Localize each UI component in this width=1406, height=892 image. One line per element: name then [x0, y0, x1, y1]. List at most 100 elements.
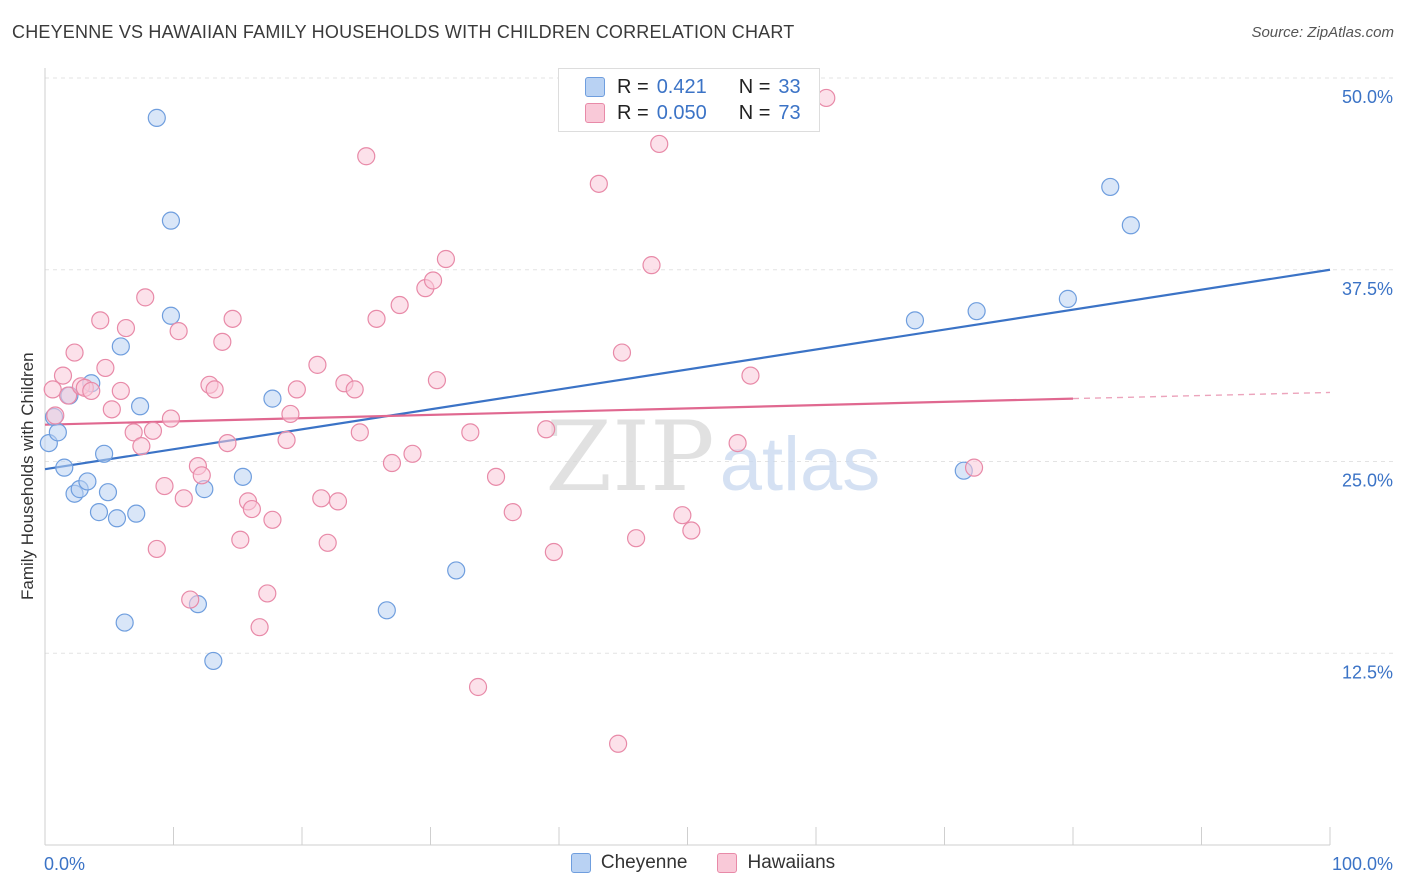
source-credit: Source: ZipAtlas.com	[1251, 24, 1394, 41]
point-hawaiians	[281, 404, 300, 424]
point-cheyenne	[147, 108, 166, 127]
point-hawaiians	[589, 174, 608, 193]
point-hawaiians	[174, 489, 193, 508]
point-hawaiians	[609, 734, 628, 753]
legend-n-value: 73	[778, 101, 801, 124]
point-cheyenne	[447, 561, 466, 580]
x-tick-label-min: 0.0%	[44, 854, 85, 874]
point-hawaiians	[308, 355, 327, 374]
point-cheyenne	[905, 311, 925, 330]
series-name-cheyenne: Cheyenne	[600, 852, 688, 873]
trend-line-cheyenne	[44, 268, 1331, 471]
point-hawaiians	[468, 677, 488, 697]
point-cheyenne	[130, 397, 150, 416]
legend-row-cheyenne: R = 0.421 N = 33	[585, 74, 801, 100]
legend-r-value: 0.421	[656, 75, 707, 98]
point-hawaiians	[382, 453, 402, 473]
point-hawaiians	[124, 423, 143, 442]
point-cheyenne	[161, 211, 181, 230]
point-hawaiians	[218, 433, 237, 453]
point-hawaiians	[53, 366, 73, 385]
point-hawaiians	[116, 318, 136, 338]
point-hawaiians	[59, 386, 78, 405]
trend-line-extension-hawaiians	[1072, 391, 1331, 400]
point-hawaiians	[403, 444, 422, 463]
point-hawaiians	[155, 476, 174, 496]
point-hawaiians	[318, 533, 337, 552]
point-hawaiians	[143, 421, 163, 440]
stats-legend: R = 0.421 N = 33 R = 0.050 N = 73	[558, 68, 820, 132]
point-cheyenne	[204, 651, 223, 671]
point-hawaiians	[213, 332, 232, 351]
legend-r-label: R =	[617, 101, 649, 124]
y-tick-label: 12.5%	[1342, 662, 1393, 682]
point-hawaiians	[250, 618, 269, 637]
point-hawaiians	[169, 322, 188, 341]
point-hawaiians	[427, 371, 447, 390]
point-hawaiians	[728, 433, 747, 453]
point-hawaiians	[132, 437, 151, 456]
series-swatch-hawaiians	[717, 853, 738, 873]
point-cheyenne	[1058, 289, 1077, 308]
point-hawaiians	[287, 380, 306, 399]
point-hawaiians	[461, 423, 480, 442]
legend-r-value: 0.050	[656, 101, 707, 124]
legend-row-hawaiians: R = 0.050 N = 73	[585, 100, 801, 126]
point-cheyenne	[263, 389, 282, 408]
legend-n-label: N =	[738, 101, 771, 124]
point-hawaiians	[258, 584, 277, 603]
point-hawaiians	[612, 343, 632, 362]
point-cheyenne	[111, 337, 130, 356]
point-hawaiians	[682, 521, 701, 540]
watermark-zip: ZIP	[545, 401, 714, 513]
point-hawaiians	[181, 590, 200, 609]
point-hawaiians	[367, 309, 386, 328]
legend-swatch-hawaiians	[585, 103, 605, 123]
point-hawaiians	[357, 147, 376, 166]
point-hawaiians	[161, 409, 181, 428]
grid-lines	[45, 77, 1395, 654]
y-axis-label: Family Households with Children	[18, 352, 37, 600]
point-hawaiians	[231, 530, 250, 549]
point-hawaiians	[741, 366, 760, 385]
point-cheyenne	[967, 302, 986, 321]
point-hawaiians	[345, 380, 364, 399]
point-cheyenne	[89, 503, 109, 522]
series-swatch-cheyenne	[570, 853, 591, 873]
point-hawaiians	[964, 458, 984, 477]
series-name-hawaiians: Hawaiians	[747, 852, 836, 873]
series-legend: Cheyenne Hawaiians	[0, 852, 1406, 874]
point-hawaiians	[147, 539, 166, 559]
point-hawaiians	[82, 381, 101, 401]
point-hawaiians	[263, 510, 282, 529]
point-cheyenne	[98, 483, 118, 502]
y-tick-label: 37.5%	[1342, 279, 1393, 299]
point-cheyenne	[1101, 177, 1120, 197]
point-hawaiians	[312, 489, 331, 508]
point-cheyenne	[55, 458, 74, 477]
point-hawaiians	[817, 88, 836, 108]
point-hawaiians	[242, 499, 261, 519]
point-hawaiians	[46, 406, 65, 425]
point-cheyenne	[161, 306, 181, 325]
point-hawaiians	[223, 309, 242, 328]
point-hawaiians	[650, 134, 669, 154]
tick-labels: 12.5% 25.0% 37.5% 50.0% 0.0% 100.0%	[44, 87, 1393, 874]
point-hawaiians	[673, 506, 692, 525]
legend-n-value: 33	[778, 75, 801, 98]
point-hawaiians	[350, 423, 369, 442]
point-hawaiians	[328, 492, 348, 511]
point-hawaiians	[111, 381, 130, 401]
point-hawaiians	[626, 529, 646, 548]
point-hawaiians	[136, 288, 155, 307]
series-legend-hawaiians[interactable]: Hawaiians	[717, 852, 835, 874]
legend-r-label: R =	[617, 75, 649, 98]
point-hawaiians	[423, 271, 443, 290]
series-legend-cheyenne[interactable]: Cheyenne	[570, 852, 688, 874]
point-hawaiians	[486, 467, 506, 486]
point-hawaiians	[65, 343, 84, 362]
point-hawaiians	[205, 380, 224, 399]
axes	[44, 68, 1331, 846]
point-hawaiians	[91, 311, 110, 330]
point-cheyenne	[115, 613, 134, 632]
